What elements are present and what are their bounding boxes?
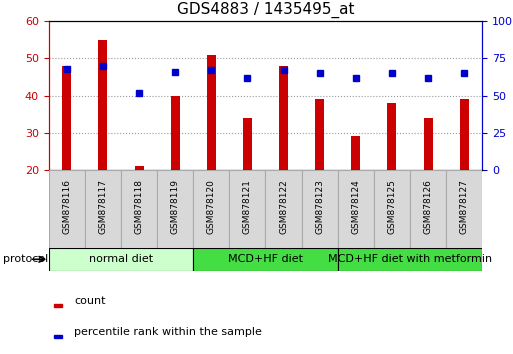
Bar [193,248,338,271]
Text: GSM878126: GSM878126 [424,179,432,234]
Text: GSM878120: GSM878120 [207,179,216,234]
Bar [85,170,121,248]
Text: GSM878116: GSM878116 [62,179,71,234]
Bar [54,304,62,307]
Text: protocol: protocol [3,254,48,264]
Bar [171,96,180,170]
Bar [207,55,216,170]
Bar [229,170,265,248]
Text: MCD+HF diet with metformin: MCD+HF diet with metformin [328,254,492,264]
Text: GSM878125: GSM878125 [387,179,397,234]
Text: GSM878123: GSM878123 [315,179,324,234]
Bar [265,170,302,248]
Bar [338,248,482,271]
Bar [121,170,157,248]
Bar [157,170,193,248]
Title: GDS4883 / 1435495_at: GDS4883 / 1435495_at [176,2,354,18]
Text: GSM878117: GSM878117 [98,179,107,234]
Text: GSM878122: GSM878122 [279,179,288,234]
Bar [49,248,193,271]
Text: GSM878119: GSM878119 [171,179,180,234]
Bar [98,40,107,170]
Text: GSM878118: GSM878118 [134,179,144,234]
Bar [54,335,62,338]
Bar [387,103,397,170]
Text: count: count [74,296,106,306]
Bar [302,170,338,248]
Bar [279,66,288,170]
Bar [374,170,410,248]
Bar [315,99,324,170]
Text: percentile rank within the sample: percentile rank within the sample [74,327,262,337]
Bar [460,99,469,170]
Bar [62,66,71,170]
Text: GSM878124: GSM878124 [351,179,360,234]
Text: GSM878127: GSM878127 [460,179,469,234]
Bar [446,170,482,248]
Bar [338,170,374,248]
Bar [410,170,446,248]
Bar [134,166,144,170]
Bar [351,136,360,170]
Text: GSM878121: GSM878121 [243,179,252,234]
Bar [193,170,229,248]
Bar [49,170,85,248]
Text: MCD+HF diet: MCD+HF diet [228,254,303,264]
Text: normal diet: normal diet [89,254,153,264]
Bar [424,118,432,170]
Bar [243,118,252,170]
